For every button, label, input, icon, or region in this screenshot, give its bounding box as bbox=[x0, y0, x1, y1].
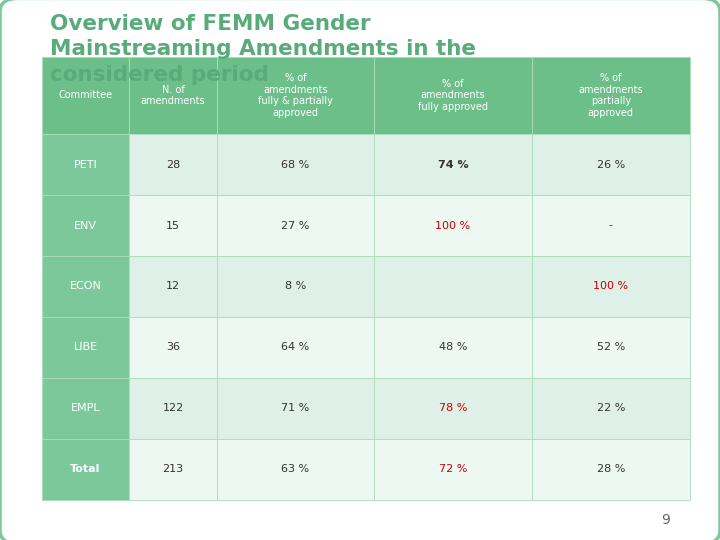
Text: Overview of FEMM Gender
Mainstreaming Amendments in the
considered period: Overview of FEMM Gender Mainstreaming Am… bbox=[50, 14, 477, 85]
Text: PETI: PETI bbox=[73, 160, 97, 170]
Bar bbox=[130, 134, 217, 195]
Text: 52 %: 52 % bbox=[597, 342, 625, 352]
Text: % of
amendments
partially
approved: % of amendments partially approved bbox=[578, 73, 643, 118]
Bar bbox=[217, 195, 374, 256]
Text: 74 %: 74 % bbox=[438, 160, 468, 170]
Text: 48 %: 48 % bbox=[438, 342, 467, 352]
Bar bbox=[531, 378, 690, 438]
Bar bbox=[42, 134, 130, 195]
Bar bbox=[217, 438, 374, 500]
Bar bbox=[42, 378, 130, 438]
Bar bbox=[374, 195, 531, 256]
Bar bbox=[531, 195, 690, 256]
Text: ENV: ENV bbox=[74, 220, 97, 231]
Text: 12: 12 bbox=[166, 281, 180, 292]
Text: % of
amendments
fully approved: % of amendments fully approved bbox=[418, 79, 488, 112]
Bar bbox=[217, 57, 374, 134]
Text: ECON: ECON bbox=[70, 281, 102, 292]
Bar bbox=[130, 378, 217, 438]
Bar bbox=[374, 57, 531, 134]
Text: 100 %: 100 % bbox=[593, 281, 629, 292]
Bar bbox=[531, 438, 690, 500]
Bar bbox=[130, 256, 217, 317]
Text: 8 %: 8 % bbox=[285, 281, 306, 292]
Text: 63 %: 63 % bbox=[282, 464, 310, 474]
Text: 26 %: 26 % bbox=[597, 160, 625, 170]
Bar bbox=[217, 256, 374, 317]
Bar bbox=[217, 378, 374, 438]
Bar bbox=[42, 256, 130, 317]
Text: LIBE: LIBE bbox=[73, 342, 98, 352]
Text: 68 %: 68 % bbox=[282, 160, 310, 170]
Text: 27 %: 27 % bbox=[282, 220, 310, 231]
Bar bbox=[531, 57, 690, 134]
Text: 9: 9 bbox=[662, 512, 670, 526]
Text: 28 %: 28 % bbox=[596, 464, 625, 474]
Bar bbox=[42, 57, 130, 134]
Text: 28: 28 bbox=[166, 160, 180, 170]
Text: -: - bbox=[608, 220, 613, 231]
Bar bbox=[217, 134, 374, 195]
Bar bbox=[130, 57, 217, 134]
Text: 22 %: 22 % bbox=[596, 403, 625, 413]
Text: % of
amendments
fully & partially
approved: % of amendments fully & partially approv… bbox=[258, 73, 333, 118]
Text: 78 %: 78 % bbox=[438, 403, 467, 413]
Bar bbox=[42, 195, 130, 256]
Bar bbox=[217, 317, 374, 378]
Bar bbox=[42, 317, 130, 378]
Text: 71 %: 71 % bbox=[282, 403, 310, 413]
Text: 64 %: 64 % bbox=[282, 342, 310, 352]
Text: 100 %: 100 % bbox=[436, 220, 470, 231]
Bar bbox=[374, 134, 531, 195]
Bar bbox=[130, 317, 217, 378]
Bar bbox=[42, 438, 130, 500]
Text: 72 %: 72 % bbox=[438, 464, 467, 474]
Bar bbox=[374, 438, 531, 500]
Bar bbox=[531, 256, 690, 317]
Text: 15: 15 bbox=[166, 220, 180, 231]
Bar bbox=[374, 378, 531, 438]
Bar bbox=[531, 317, 690, 378]
Bar bbox=[531, 134, 690, 195]
Text: N. of
amendments: N. of amendments bbox=[140, 85, 205, 106]
Text: 213: 213 bbox=[163, 464, 184, 474]
Text: EMPL: EMPL bbox=[71, 403, 100, 413]
Text: 122: 122 bbox=[162, 403, 184, 413]
Text: Total: Total bbox=[71, 464, 101, 474]
Bar bbox=[374, 256, 531, 317]
Text: 36: 36 bbox=[166, 342, 180, 352]
Bar bbox=[130, 195, 217, 256]
Bar bbox=[130, 438, 217, 500]
Text: Committee: Committee bbox=[58, 90, 112, 100]
Bar bbox=[374, 317, 531, 378]
